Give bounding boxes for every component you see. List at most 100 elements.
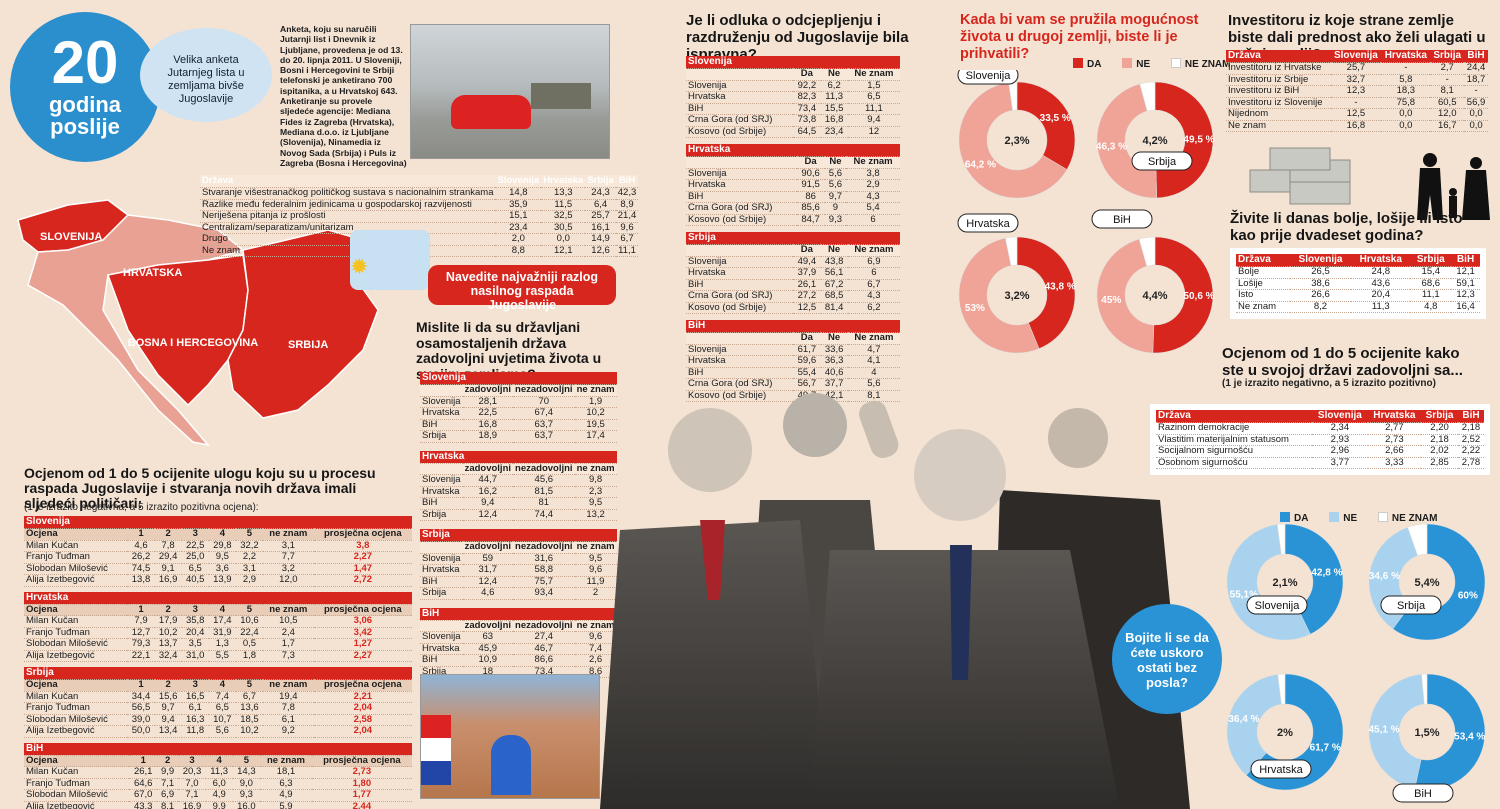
cell-value: 6: [846, 214, 900, 226]
cell-value: 17,4: [574, 430, 617, 443]
row-label: BiH: [686, 103, 794, 115]
table-row: Osobnom sigurnošću 3,77 3,33 2,85 2,78: [1156, 457, 1484, 469]
cell-value: 1,8: [235, 650, 263, 662]
cell-value: 2,18: [1457, 422, 1484, 435]
cell-value: 0,0: [1381, 120, 1431, 132]
map-label-bosnia: BOSNA I HERCEGOVINA: [128, 337, 258, 349]
table-row: Slovenija 92,2 6,2 1,5: [686, 80, 900, 92]
cell-value: 85,6: [796, 202, 825, 215]
legend-da-swatch: [1280, 512, 1290, 522]
donut-slice: [1277, 673, 1286, 705]
cell-value: 22,4: [235, 627, 263, 639]
group-header-row: BiH: [420, 607, 617, 621]
column-header: Država: [1236, 254, 1290, 267]
cell-value: 79,3: [127, 638, 155, 651]
cell-value: 9,5: [574, 497, 617, 510]
cell-value: 5,6: [824, 179, 847, 192]
cell-value: 21,4: [615, 210, 639, 223]
map-croatia: [27, 214, 245, 447]
badge-line2: poslije: [50, 114, 120, 139]
table-row: BiH 10,9 86,6 2,6: [420, 654, 617, 667]
table-row: Slobodan Milošević 74,5 9,1 6,5 3,6 3,1 3,2 1,4…: [24, 563, 412, 575]
cell-value: 16,9: [178, 801, 206, 809]
cell-value: 81,5: [513, 486, 575, 498]
column-header: Država: [1156, 410, 1313, 423]
column-header: nezadovoljni: [513, 619, 575, 632]
row-label: Razlike među federalnim jedinicama u gos…: [200, 199, 496, 211]
table-row: Milan Kučan 4,6 7,8 22,5 29,8 32,2 3,1 3,8: [24, 540, 412, 552]
cell-value: 24,3: [585, 187, 616, 200]
person-icon: [1417, 168, 1443, 220]
legend-ne-swatch: [1329, 512, 1340, 522]
cell-value: 31,6: [513, 553, 575, 565]
cell-value: 2,20: [1421, 422, 1458, 435]
cell-value: 29,4: [154, 551, 182, 564]
cell-value: 2,18: [1421, 434, 1458, 446]
row-label: Neriješena pitanja iz prošlosti: [200, 210, 496, 223]
cell-value: 11,3: [205, 766, 233, 779]
cell-value: 8,2: [1289, 301, 1352, 313]
column-header: 2: [154, 679, 182, 692]
cell-value: 63: [462, 631, 514, 644]
header-row: Država Slovenija Hrvatska Srbija BiH: [1236, 254, 1480, 267]
cell-value: 56,7: [793, 378, 821, 391]
table-row: Razinom demokracije 2,34 2,77 2,20 2,18: [1156, 422, 1484, 435]
cell-value: 6,9: [847, 256, 900, 268]
cell-value: -: [1330, 97, 1382, 109]
column-header: 4: [205, 755, 233, 767]
cell-value: 11,1: [615, 245, 639, 257]
cell-value: 25,7: [585, 210, 616, 223]
cell-value: 3,6: [208, 563, 236, 575]
table-row: Milan Kučan 34,4 15,6 16,5 7,4 6,7 19,4 2,21: [24, 691, 412, 703]
group-header-row: Srbija: [686, 232, 900, 245]
country-name: Slovenija: [966, 70, 1012, 82]
column-header: Srbija: [1421, 410, 1458, 423]
cell-value: 12: [847, 126, 900, 138]
donut-bih: 50,6 % 45% 4,4%: [1096, 236, 1215, 354]
cell-value: 5,9: [260, 801, 312, 809]
table-row: Alija Izetbegović 22,1 32,4 31,0 5,5 1,8 7,3 2,…: [24, 650, 412, 662]
column-header-row: zadovoljni nezadovoljni ne znam: [420, 541, 617, 554]
column-header: 4: [208, 679, 236, 692]
group-header-row: Srbija: [24, 667, 412, 680]
cell-value: 12,4: [462, 576, 514, 588]
ratings-title: Ocjenom od 1 do 5 ocijenite kako ste u s…: [1222, 345, 1463, 379]
legend-da: DA: [1280, 512, 1308, 524]
cell-value: 4,7: [847, 344, 900, 356]
row-label: BiH: [686, 191, 797, 203]
cell-value: 2,6: [574, 654, 617, 667]
group-country: Slovenija: [420, 372, 617, 385]
average-score: 1,47: [313, 563, 412, 575]
cell-value: 0,0: [541, 233, 586, 246]
cell-value: 15,5: [820, 103, 848, 115]
politician-name: Milan Kučan: [24, 766, 130, 779]
cell-value: 44,7: [462, 474, 514, 487]
cell-value: 9,6: [615, 222, 639, 234]
table-row: Crna Gora (od SRJ) 27,2 68,5 4,3: [686, 290, 900, 303]
legend-neznam: NE ZNAM: [1170, 58, 1230, 70]
group-country: Hrvatska: [686, 144, 900, 157]
donut-slovenija: 42,8 % 55,1% 2,1%: [1226, 523, 1344, 641]
cell-value: 64,6: [129, 778, 158, 790]
cell-value: 2,85: [1421, 457, 1458, 469]
donut-slice: [1277, 523, 1286, 555]
cell-value: 67,0: [129, 789, 158, 802]
column-header-blank: [420, 541, 463, 554]
cell-value: 58,8: [513, 564, 575, 577]
cell-value: 12,3: [1330, 85, 1382, 98]
cell-value: 70: [513, 396, 575, 408]
reasons-header-si: Slovenija: [495, 175, 542, 188]
table-row: Alija Izetbegović 13,8 16,9 40,5 13,9 2,9 12,0…: [24, 574, 412, 587]
cell-value: 13,4: [154, 725, 182, 738]
cell-value: 90,6: [796, 168, 825, 180]
average-score: 2,27: [313, 551, 412, 564]
flag-shape: [421, 715, 451, 785]
donut-slice: [1421, 673, 1428, 705]
cell-value: 12,6: [585, 245, 616, 257]
cell-value: 6,5: [847, 91, 900, 104]
donut-slice: [1368, 673, 1425, 789]
donut-slice: [1152, 236, 1214, 354]
cell-value: 74,5: [127, 563, 155, 575]
column-header-row: Ocjena 1 2 3 4 5 ne znam prosječna ocjena: [24, 604, 412, 616]
group-country: Hrvatska: [24, 591, 412, 605]
